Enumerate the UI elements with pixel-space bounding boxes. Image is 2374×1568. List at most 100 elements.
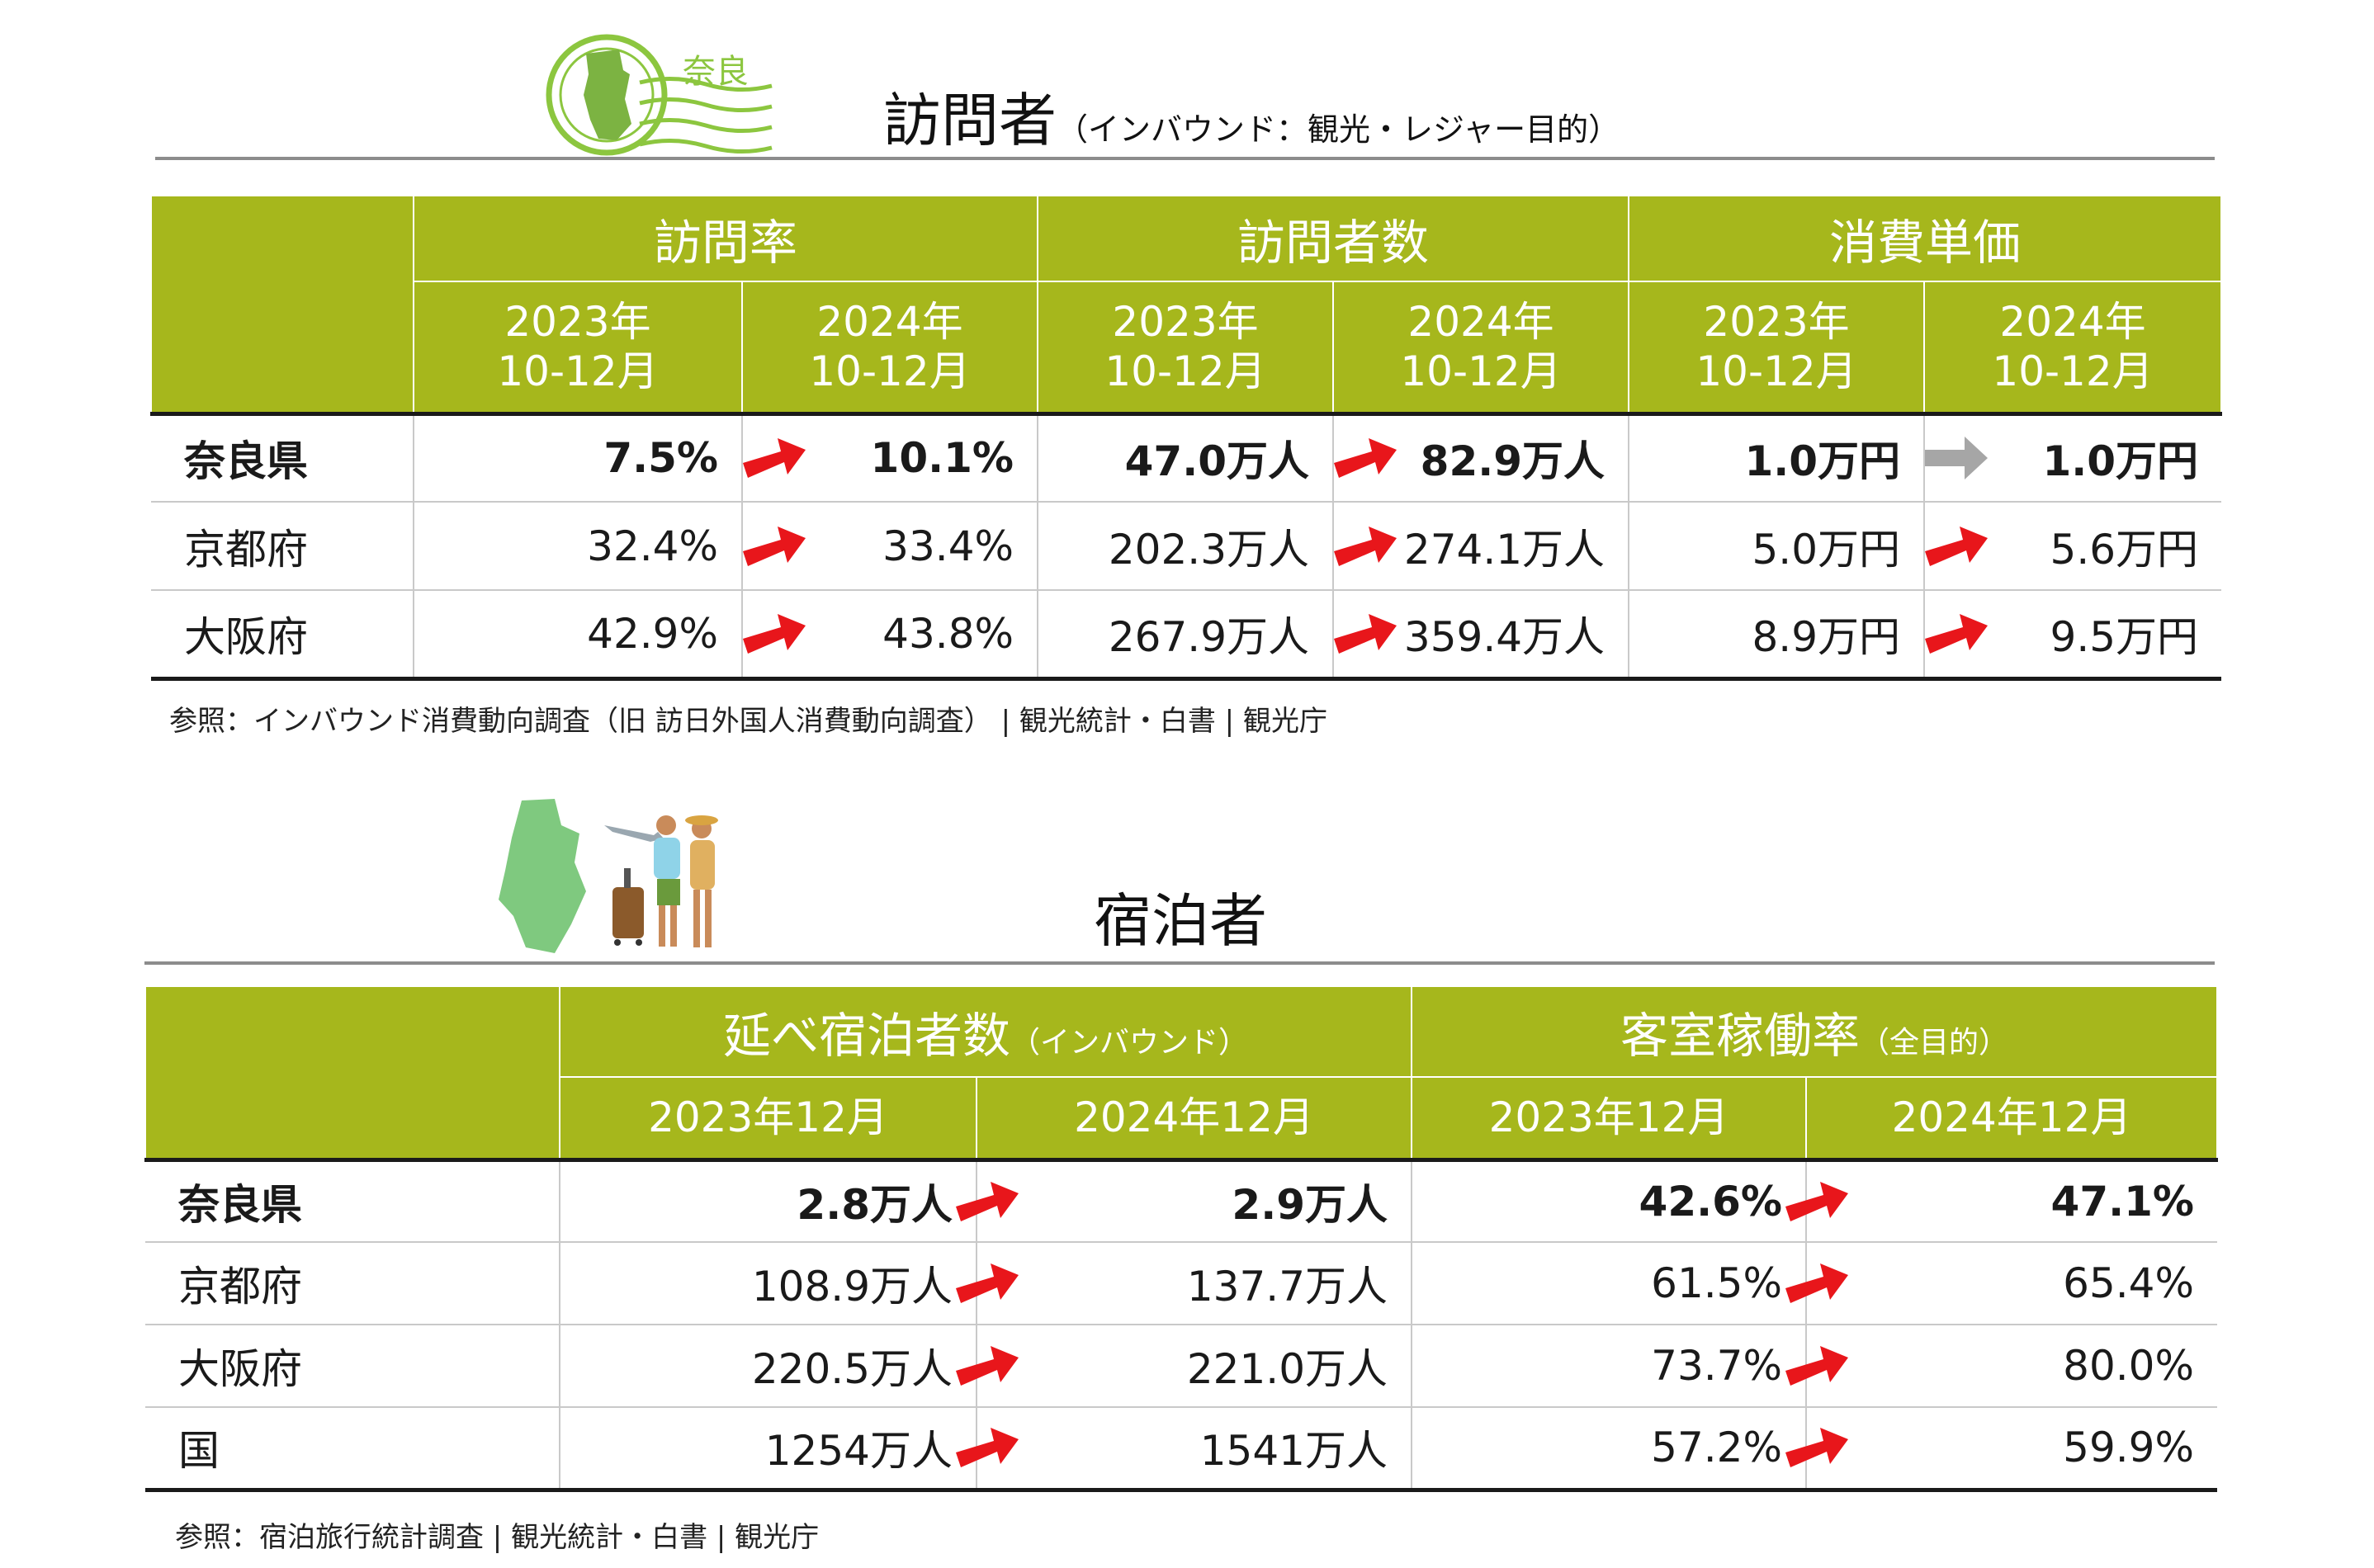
up-trend-arrow-icon [743,526,806,566]
table-row: 大阪府 220.5万人 221.0万人 73.7% 80.0% [145,1325,2217,1408]
up-trend-arrow-icon [1334,613,1397,654]
visitors-header-corner [150,195,414,414]
value-cell: 267.9万人 [1038,590,1335,681]
lodging-group-note: （全目的） [1860,1026,2009,1060]
value-text: 1.0万円 [2042,437,2199,486]
value-text: 59.9% [2063,1424,2194,1472]
value-cell: 82.9万人 [1333,411,1630,503]
table-row: 奈良県 7.5% 10.1% 47.0万人 82.9万人 1.0万円 1.0万円 [151,411,2222,503]
visitors-reference: 参照：インバウンド消費動向調査（旧 訪日外国人消費動向調査） | 観光統計・白書… [169,705,1327,738]
visitors-period-header: 2024年 10-12月 [1332,281,1630,414]
value-text: 65.4% [2063,1259,2194,1307]
value-text: 33.4% [882,522,1014,570]
value-cell: 80.0% [1785,1325,2217,1408]
value-text: 61.5% [1651,1259,1782,1307]
lodging-group-note: （インバウンド） [1010,1026,1249,1060]
lodging-period-header: 2023年12月 [559,1076,977,1160]
visitors-group-header: 消費単価 [1628,195,2223,282]
value-text: 47.1% [2050,1177,2194,1226]
visitors-period-header: 2023年 10-12月 [413,281,743,414]
visitors-subtitle: （インバウンド：観光・レジャー目的） [1057,111,1620,148]
up-trend-arrow-icon [743,438,806,479]
value-cell: 42.9% [414,590,743,681]
value-cell: 65.4% [1785,1242,2217,1325]
lodging-period-header: 2024年12月 [1805,1076,2218,1160]
value-text: 1254万人 [764,1427,953,1476]
value-cell: 1254万人 [560,1407,977,1492]
value-text: 42.9% [587,609,718,658]
nara-stamp-icon: 奈良 [546,34,773,156]
value-cell: 137.7万人 [956,1242,1412,1325]
table-row: 大阪府 42.9% 43.8% 267.9万人 359.4万人 8.9万円 9.5万円 [151,590,2222,681]
value-cell: 9.5万円 [1924,590,2222,681]
flat-trend-arrow-icon [1925,437,1989,480]
visitors-table: 訪問率 訪問者数 消費単価 2023年 10-12月 2024年 10-12月 20… [150,195,2223,681]
value-cell: 1541万人 [956,1407,1412,1492]
lodging-period-header: 2023年12月 [1411,1076,1807,1160]
lodging-title: 宿泊者 [1094,875,1267,958]
lodging-header-corner [144,985,560,1160]
lodging-group-header: 延べ宿泊者数（インバウンド） [559,985,1412,1078]
up-trend-arrow-icon [743,613,806,654]
value-cell: 47.1% [1785,1157,2217,1243]
value-cell: 108.9万人 [560,1242,977,1325]
up-trend-arrow-icon [956,1346,1019,1386]
table-row: 国 1254万人 1541万人 57.2% 59.9% [145,1407,2217,1492]
lodging-table: 延べ宿泊者数（インバウンド） 客室稼働率（全目的） 2023年12月 2024年1… [144,985,2218,1492]
up-trend-arrow-icon [1925,526,1989,566]
value-cell: 2.8万人 [560,1157,977,1243]
value-cell: 61.5% [1412,1242,1807,1325]
lodging-group-header: 客室稼働率（全目的） [1411,985,2218,1078]
value-text: 43.8% [882,609,1014,658]
value-text: 2.8万人 [797,1180,953,1229]
value-cell: 57.2% [1412,1407,1807,1492]
up-trend-arrow-icon [1334,438,1397,479]
value-cell: 33.4% [742,502,1039,591]
value-text: 9.5万円 [2050,612,2199,661]
visitors-period-header: 2024年 10-12月 [1923,281,2223,414]
stamp-label: 奈良 [683,53,749,91]
up-trend-arrow-icon [1785,1181,1848,1221]
value-cell: 274.1万人 [1333,502,1630,591]
up-trend-arrow-icon [1334,526,1397,566]
region-name: 国 [145,1407,560,1492]
value-cell: 8.9万円 [1629,590,1926,681]
value-text: 359.4万人 [1403,612,1606,661]
up-trend-arrow-icon [1785,1428,1848,1468]
value-cell: 7.5% [414,411,743,503]
region-name: 大阪府 [151,590,414,681]
value-cell: 359.4万人 [1333,590,1630,681]
visitors-group-header: 訪問率 [412,195,1039,282]
value-text: 1.0万円 [1744,437,1901,486]
value-text: 8.9万円 [1752,612,1901,661]
table-row: 京都府 32.4% 33.4% 202.3万人 274.1万人 5.0万円 5.6万円 [151,502,2222,591]
up-trend-arrow-icon [1785,1263,1848,1303]
value-text: 82.9万人 [1420,437,1606,486]
value-text: 7.5% [603,434,718,483]
visitors-title-rule [155,157,2215,160]
value-text: 80.0% [2063,1342,2194,1390]
value-text: 2.9万人 [1232,1180,1388,1229]
up-trend-arrow-icon [1785,1346,1848,1386]
value-cell: 202.3万人 [1038,502,1335,591]
value-text: 274.1万人 [1403,525,1606,574]
region-name: 京都府 [145,1242,560,1325]
region-name: 奈良県 [145,1157,560,1243]
lodging-title-rule [144,961,2215,965]
value-text: 221.0万人 [1186,1345,1388,1393]
value-text: 57.2% [1651,1424,1782,1472]
lodging-period-header: 2024年12月 [976,1076,1412,1160]
up-trend-arrow-icon [956,1181,1019,1221]
value-text: 108.9万人 [751,1263,953,1311]
value-text: 32.4% [587,522,718,570]
value-cell: 221.0万人 [956,1325,1412,1408]
value-cell: 5.6万円 [1924,502,2222,591]
visitors-title-main: 訪問者 [883,87,1057,154]
value-text: 73.7% [1651,1342,1782,1390]
visitors-title: 訪問者（インバウンド：観光・レジャー目的） [883,74,1620,158]
lodging-group-label: 延べ宿泊者数 [722,1008,1010,1064]
value-cell: 43.8% [742,590,1039,681]
value-text: 267.9万人 [1108,612,1310,661]
value-cell: 5.0万円 [1629,502,1926,591]
travelers-illustration-icon [499,799,718,953]
